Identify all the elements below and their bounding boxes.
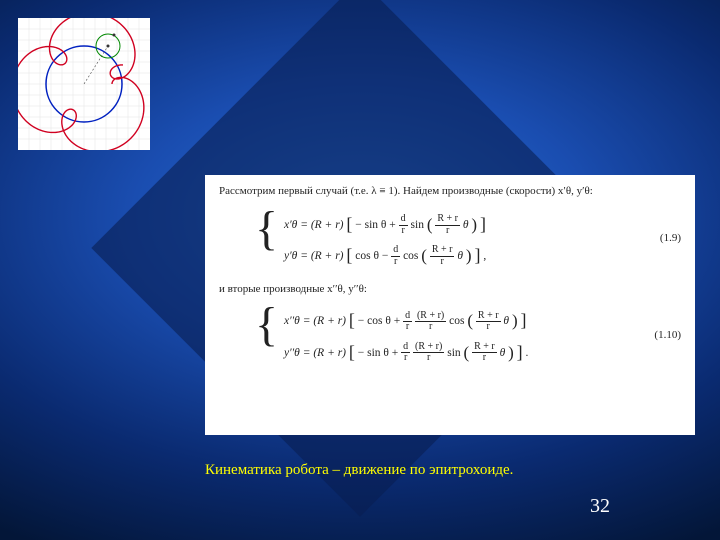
math-panel: Рассмотрим первый случай (т.е. λ ≡ 1). Н…: [205, 175, 695, 435]
eq1-line1: x′θ = (R + r) [ − sin θ + dr sin ( R + r…: [284, 211, 486, 236]
slide-caption: Кинематика робота – движение по эпитрохо…: [205, 462, 513, 479]
epitrochoid-svg: [18, 18, 150, 150]
equation-1-9: { x′θ = (R + r) [ − sin θ + dr sin ( R +…: [219, 205, 681, 274]
eq2-line2: y′′θ = (R + r) [ − sin θ + dr (R + r)r s…: [284, 339, 528, 364]
math-mid: и вторые производные x′′θ, y′′θ:: [219, 283, 681, 297]
slide: Рассмотрим первый случай (т.е. λ ≡ 1). Н…: [0, 0, 720, 540]
brace-icon: {: [255, 205, 278, 274]
eq2-line1: x′′θ = (R + r) [ − cos θ + dr (R + r)r c…: [284, 307, 528, 332]
equation-1-10: { x′′θ = (R + r) [ − cos θ + dr (R + r)r…: [219, 301, 681, 370]
page-number: 32: [590, 495, 610, 518]
epitrochoid-diagram: [18, 18, 150, 150]
brace-icon: {: [255, 301, 278, 370]
eq-number-1-9: (1.9): [660, 232, 681, 246]
eq-number-1-10: (1.10): [654, 329, 681, 343]
eq1-line2: y′θ = (R + r) [ cos θ − dr cos ( R + rr …: [284, 242, 486, 267]
math-intro: Рассмотрим первый случай (т.е. λ ≡ 1). Н…: [219, 185, 681, 199]
